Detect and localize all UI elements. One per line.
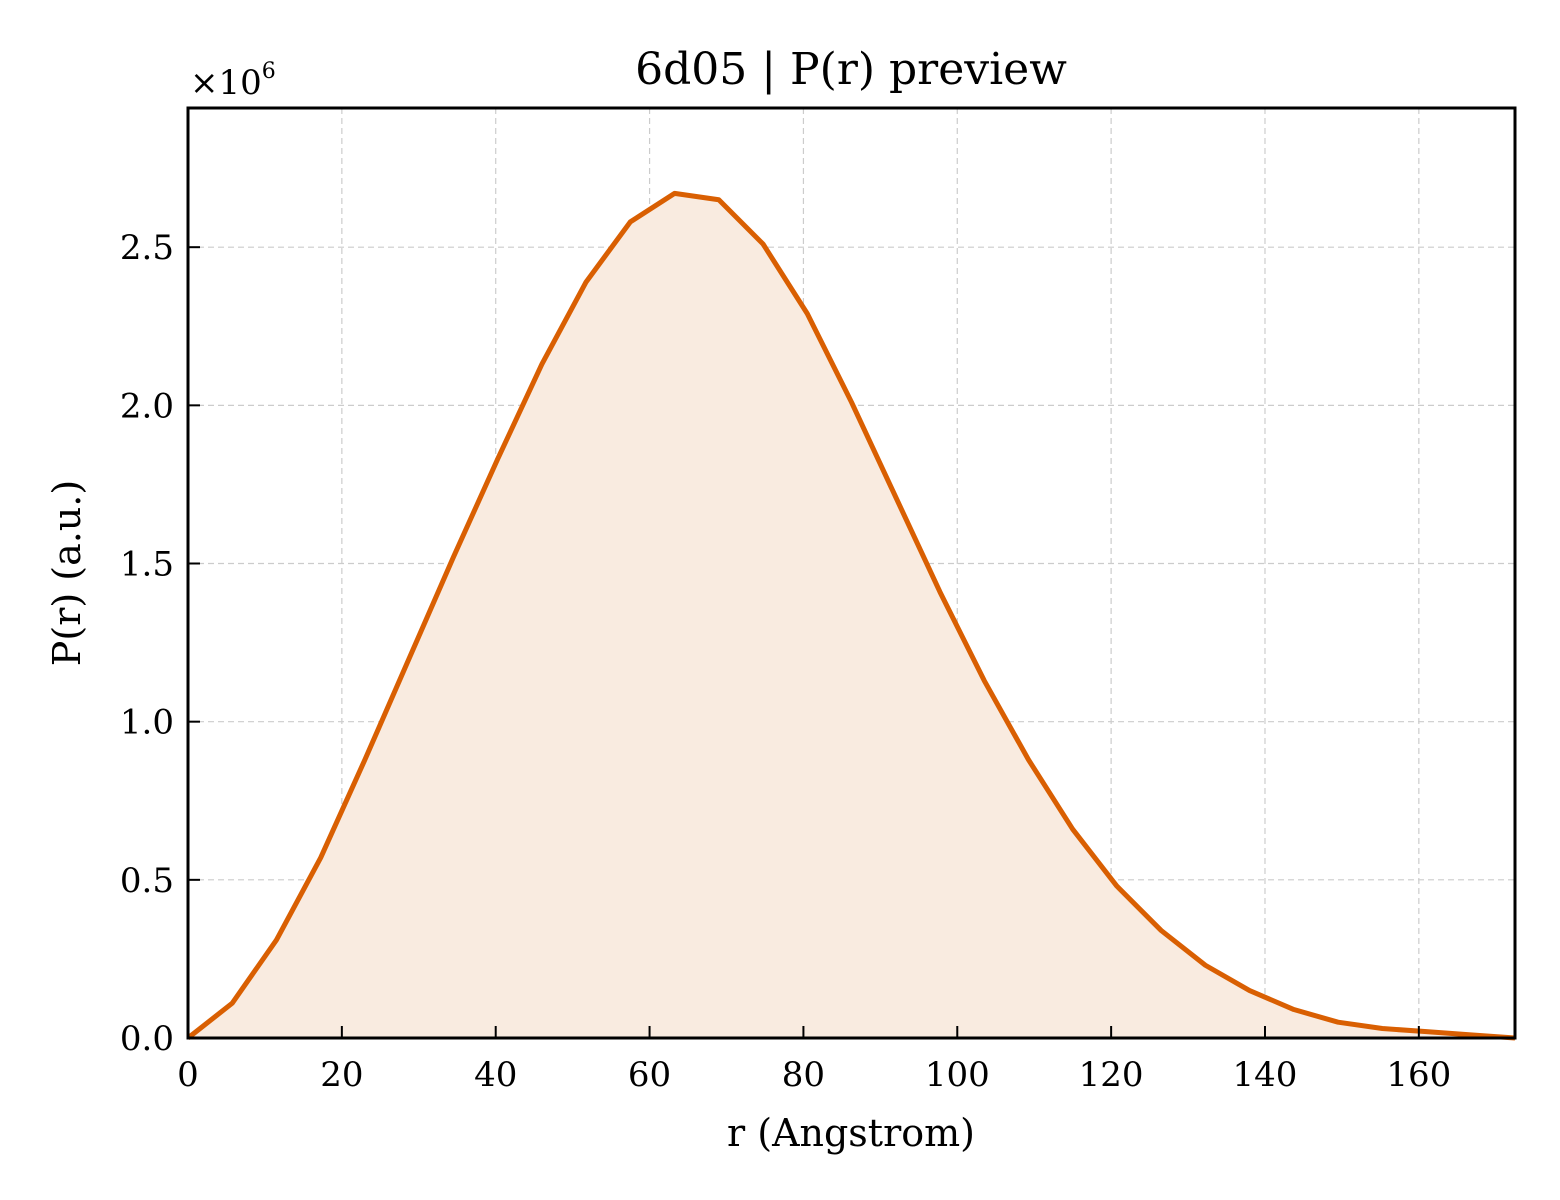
area-fill xyxy=(188,193,1515,1038)
x-axis-label: r (Angstrom) xyxy=(727,1111,975,1155)
plot-frame xyxy=(186,106,1517,1040)
y-axis-label: P(r) (a.u.) xyxy=(45,480,89,666)
ticks: 0 20 40 60 80 100 120 140 160 0.0 0.5 1.0 1.5 2.0 2.5 xyxy=(120,228,1451,1095)
x-tick-label-3: 60 xyxy=(628,1055,671,1095)
y-tick-label-1: 0.5 xyxy=(120,861,174,901)
pr-curve-line xyxy=(186,190,1516,1041)
y-tick-label-5: 2.5 xyxy=(120,228,174,268)
x-tick-label-6: 120 xyxy=(1079,1055,1144,1095)
y-tick-label-0: 0.0 xyxy=(120,1019,174,1059)
x-tick-label-2: 40 xyxy=(474,1055,517,1095)
y-tick-label-4: 2.0 xyxy=(120,386,174,426)
x-tick-label-0: 0 xyxy=(177,1055,199,1095)
x-tick-label-7: 140 xyxy=(1233,1055,1298,1095)
x-tick-label-5: 100 xyxy=(925,1055,990,1095)
x-tick-label-8: 160 xyxy=(1386,1055,1451,1095)
y-offset-label: ×106 xyxy=(190,59,276,103)
y-offset-prefix: ×10 xyxy=(190,63,262,103)
y-tick-label-2: 1.0 xyxy=(120,703,174,743)
y-offset-exponent: 6 xyxy=(262,59,276,84)
x-tick-label-4: 80 xyxy=(782,1055,825,1095)
y-tick-label-3: 1.5 xyxy=(120,545,174,585)
x-tick-label-1: 20 xyxy=(320,1055,363,1095)
chart-title: 6d05 | P(r) preview xyxy=(635,44,1067,95)
